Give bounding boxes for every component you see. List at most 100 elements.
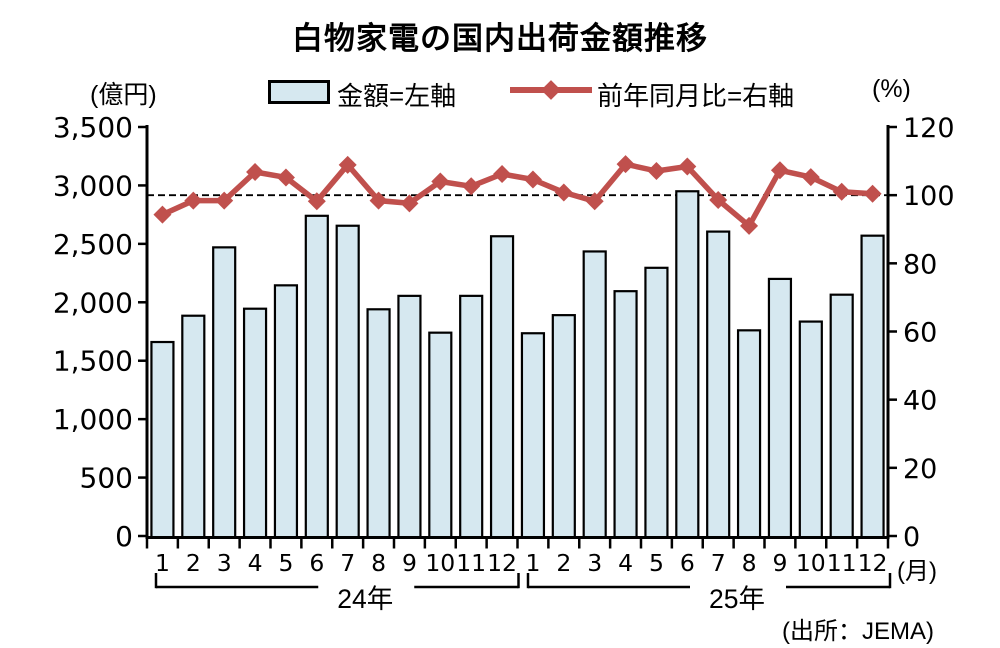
bar-25-m11	[829, 293, 854, 539]
bar-24-m4	[242, 307, 268, 539]
yoy-marker-25-m2	[554, 183, 573, 202]
month-label: 8	[742, 549, 757, 577]
yoy-marker-25-m1	[523, 170, 542, 189]
month-label: 7	[340, 549, 355, 577]
bar-24-m2	[181, 314, 206, 539]
bar-24-m9	[397, 294, 422, 539]
bar-24-m10	[428, 331, 453, 539]
month-label: 1	[155, 549, 170, 577]
month-label: 11	[827, 549, 857, 577]
month-label: 12	[487, 549, 517, 577]
yoy-marker-24-m7	[338, 155, 357, 174]
month-label: 2	[186, 549, 201, 577]
bar-25-m6	[675, 190, 700, 539]
bar-25-m4	[613, 290, 638, 539]
yoy-marker-25-m11	[832, 182, 851, 201]
right-axis-tick-label: 120	[903, 113, 955, 144]
year-group-label: 24年	[337, 584, 393, 614]
source-note: (出所：JEMA)	[782, 618, 934, 645]
bar-25-m9	[767, 277, 793, 539]
yoy-marker-24-m5	[276, 168, 295, 187]
bar-24-m5	[273, 284, 299, 539]
month-label: 9	[772, 549, 787, 577]
bar-25-m8	[736, 329, 762, 539]
yoy-marker-25-m3	[585, 192, 604, 211]
month-label: 11	[456, 549, 486, 577]
right-axis-tick-label: 80	[903, 249, 937, 280]
bar-24-m3	[212, 246, 237, 539]
yoy-marker-24-m11	[462, 177, 481, 196]
left-axis-tick-label: 1,500	[53, 345, 133, 378]
bar-25-m10	[798, 320, 823, 539]
right-axis-tick-label: 60	[903, 318, 937, 349]
month-label: 1	[525, 549, 540, 577]
bar-25-m3	[582, 250, 607, 539]
yoy-marker-24-m8	[369, 191, 388, 210]
bar-24-m6	[304, 214, 329, 539]
left-axis-tick-label: 2,500	[53, 228, 133, 261]
left-axis-tick-label: 3,000	[53, 169, 133, 202]
yoy-marker-24-m10	[431, 172, 450, 191]
month-label: 9	[402, 549, 417, 577]
bar-25-m7	[706, 230, 731, 539]
yoy-marker-24-m2	[184, 191, 203, 210]
bar-25-m2	[551, 314, 576, 539]
yoy-marker-25-m7	[709, 190, 728, 209]
month-axis-unit-label: (月)	[897, 558, 937, 585]
yoy-marker-25-m9	[770, 161, 789, 180]
yoy-marker-24-m6	[307, 192, 326, 211]
yoy-marker-25-m10	[801, 168, 820, 187]
right-axis-unit-label: (%)	[872, 75, 911, 103]
month-label: 6	[309, 549, 324, 577]
month-label: 7	[711, 549, 726, 577]
yoy-marker-25-m5	[647, 161, 666, 180]
month-label: 5	[649, 549, 664, 577]
yoy-marker-25-m6	[678, 157, 697, 176]
month-label: 12	[858, 549, 888, 577]
bar-24-m12	[489, 235, 515, 539]
bar-25-m1	[520, 332, 546, 539]
right-axis-tick-label: 20	[903, 454, 937, 485]
bar-24-m11	[459, 294, 484, 539]
yoy-marker-24-m9	[400, 194, 419, 213]
legend-bar-label: 金額=左軸	[337, 81, 457, 111]
right-axis-tick-label: 0	[903, 522, 920, 553]
month-label: 10	[425, 549, 455, 577]
month-label: 3	[587, 549, 602, 577]
legend-bar-swatch-icon	[268, 80, 330, 104]
right-axis-tick-label: 100	[903, 181, 955, 212]
yoy-marker-25-m4	[616, 155, 635, 174]
left-axis-unit-label: (億円)	[90, 81, 157, 109]
left-axis-tick-label: 0	[115, 520, 133, 553]
month-label: 6	[680, 549, 695, 577]
chart-title: 白物家電の国内出荷金額推移	[292, 21, 708, 56]
yoy-marker-24-m12	[493, 165, 512, 184]
bar-24-m8	[366, 308, 391, 539]
legend-line-swatch-icon	[510, 76, 592, 104]
month-label: 8	[371, 549, 386, 577]
year-group-label: 25年	[709, 584, 765, 614]
yoy-marker-24-m4	[246, 162, 265, 181]
month-label: 4	[248, 549, 263, 577]
left-axis-tick-label: 2,000	[53, 286, 133, 319]
month-label: 10	[796, 549, 826, 577]
yoy-marker-24-m1	[153, 205, 172, 224]
right-axis-tick-label: 40	[903, 386, 937, 417]
month-label: 5	[278, 549, 293, 577]
yoy-marker-25-m12	[863, 184, 882, 203]
bar-24-m7	[335, 224, 360, 539]
left-axis-tick-label: 500	[80, 462, 133, 495]
bar-24-m1	[150, 340, 175, 539]
yoy-marker-25-m8	[740, 216, 759, 235]
legend-line-label: 前年同月比=右軸	[597, 81, 795, 111]
month-label: 2	[556, 549, 571, 577]
bar-25-m5	[644, 266, 669, 539]
month-label: 3	[217, 549, 232, 577]
month-label: 4	[618, 549, 633, 577]
bar-25-m12	[860, 234, 885, 539]
yoy-marker-24-m3	[215, 191, 234, 210]
left-axis-tick-label: 3,500	[53, 111, 133, 144]
left-axis-tick-label: 1,000	[53, 403, 133, 436]
